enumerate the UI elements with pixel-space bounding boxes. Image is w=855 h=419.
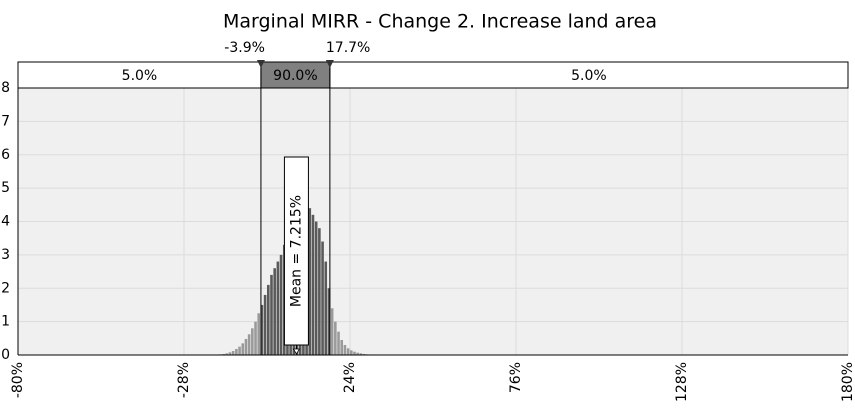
percentile-marker <box>325 60 334 68</box>
bar <box>314 221 318 355</box>
bar <box>254 321 257 355</box>
band-label: 90.0% <box>273 68 317 84</box>
bar <box>353 351 356 355</box>
bar <box>350 350 353 355</box>
band-label: 5.0% <box>122 68 158 84</box>
x-tick-label: -28% <box>176 362 192 398</box>
bar <box>247 334 251 355</box>
bar <box>263 294 267 355</box>
bar <box>238 346 241 355</box>
y-tick-label: 3 <box>1 247 10 263</box>
bar <box>251 328 254 355</box>
bar <box>337 331 340 355</box>
band-label: 5.0% <box>571 68 607 84</box>
bar <box>343 344 347 355</box>
y-tick-label: 6 <box>1 147 10 163</box>
mean-label: Mean = 7.215% <box>288 195 304 307</box>
percentile-label: -3.9% <box>224 40 265 56</box>
bar <box>257 313 261 355</box>
percentile-label: 17.7% <box>326 40 370 56</box>
bar <box>244 338 248 355</box>
x-tick-label: -80% <box>10 362 26 398</box>
chart-title: Marginal MIRR - Change 2. Increase land … <box>223 11 657 33</box>
y-tick-label: 8 <box>1 80 10 96</box>
x-tick-label: 24% <box>342 362 358 393</box>
bar <box>260 304 264 355</box>
y-tick-label: 4 <box>1 214 10 230</box>
bar <box>267 284 270 355</box>
bar <box>318 228 321 355</box>
y-tick-label: 0 <box>1 347 10 363</box>
bar <box>225 353 229 355</box>
x-tick-label: 128% <box>674 362 690 402</box>
bar <box>273 268 276 355</box>
bar <box>228 352 232 355</box>
bar <box>330 308 334 355</box>
bar <box>321 241 324 355</box>
bar <box>231 350 235 355</box>
bar <box>270 274 273 355</box>
bar <box>356 352 359 355</box>
x-tick-label: 76% <box>508 362 524 393</box>
y-tick-label: 5 <box>1 180 10 196</box>
bar <box>359 353 363 355</box>
percentile-marker <box>256 60 265 68</box>
bar <box>362 353 366 355</box>
bar <box>241 343 245 355</box>
y-tick-label: 1 <box>1 314 10 330</box>
bar <box>308 208 312 355</box>
bar <box>311 214 315 355</box>
y-tick-label: 7 <box>1 113 10 129</box>
bar <box>324 261 328 355</box>
mean-arrow-head <box>292 348 301 355</box>
bar <box>340 339 344 355</box>
bar <box>327 288 331 355</box>
y-tick-label: 2 <box>1 280 10 296</box>
bar <box>279 254 283 355</box>
bar <box>334 321 337 355</box>
x-tick-label: 180% <box>840 362 855 402</box>
mean-box <box>283 156 309 346</box>
band-frame <box>17 61 849 89</box>
bar <box>235 348 238 355</box>
bar <box>222 353 225 355</box>
bar <box>276 261 280 355</box>
bar <box>346 348 350 355</box>
